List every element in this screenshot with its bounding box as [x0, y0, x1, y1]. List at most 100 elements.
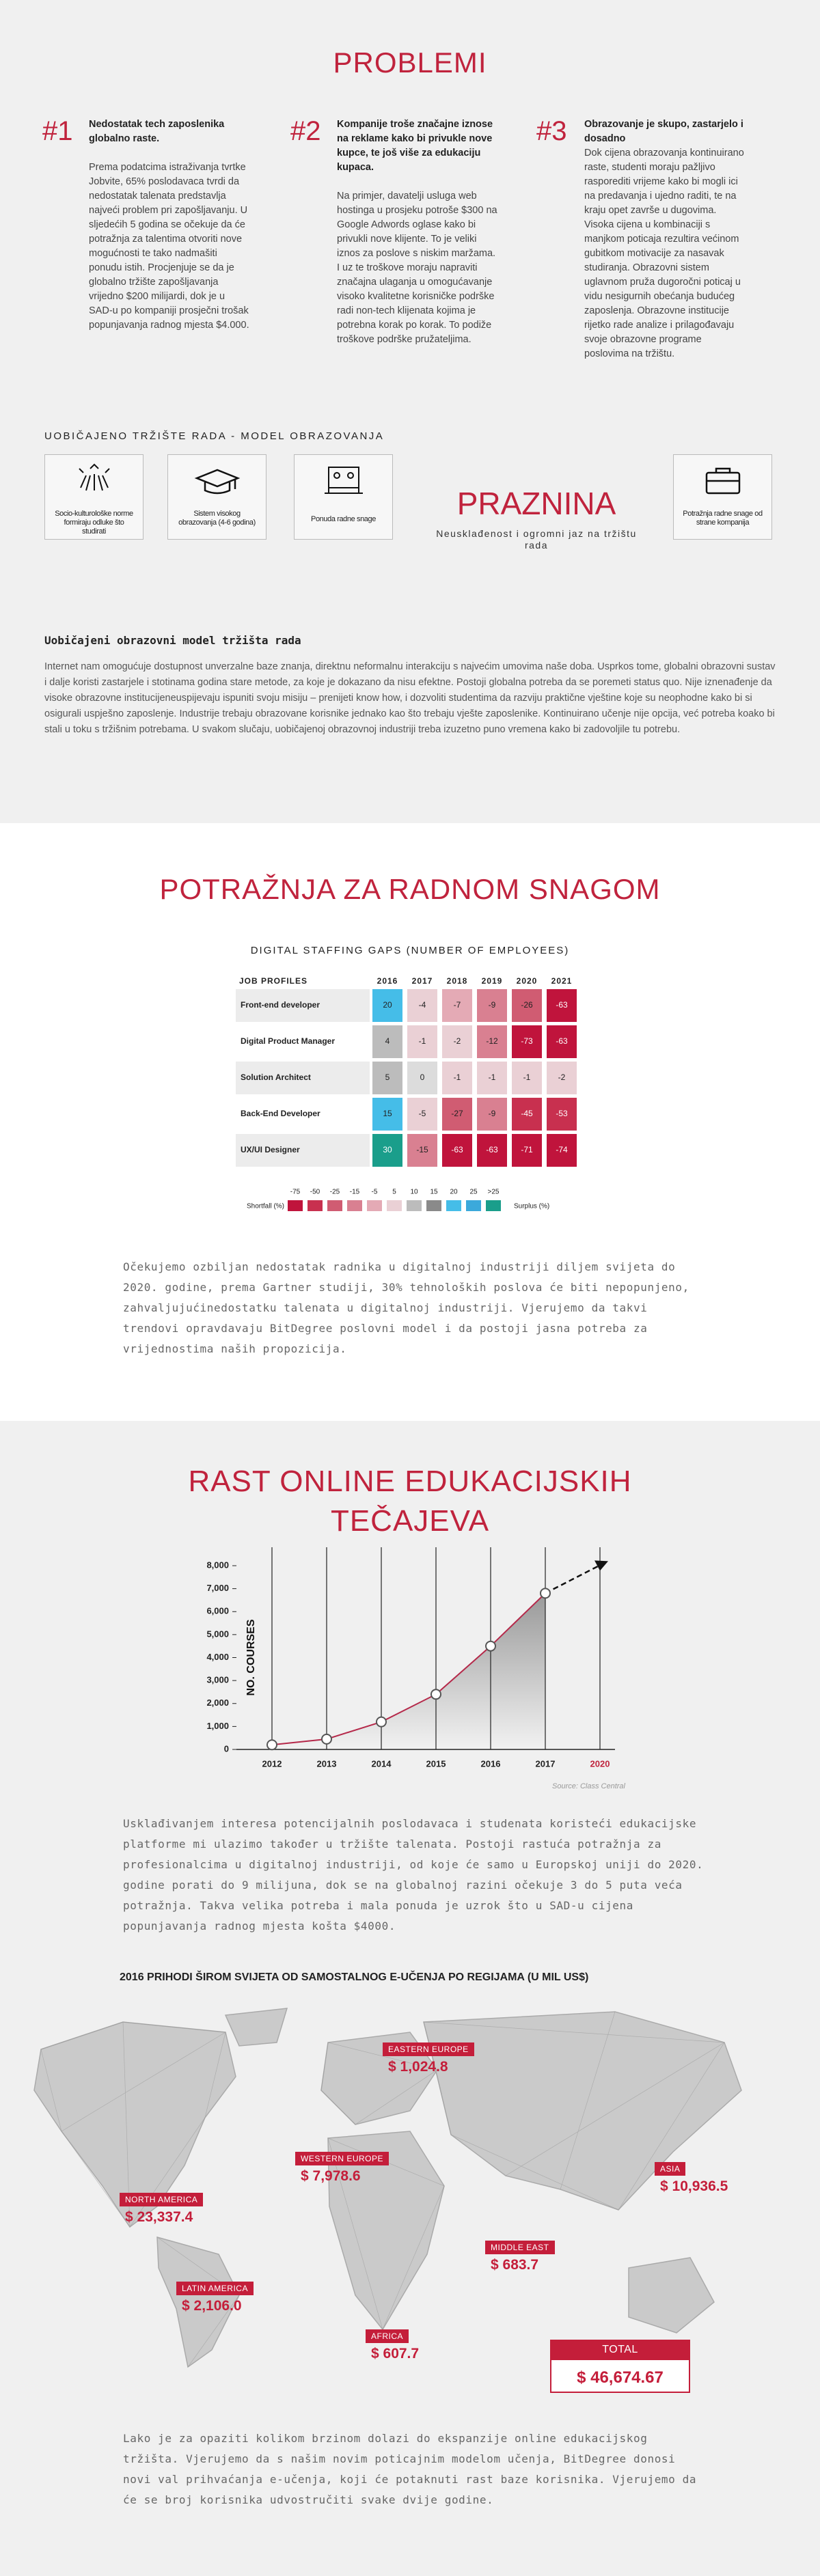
arrow-head — [594, 1560, 608, 1571]
cell — [407, 1134, 437, 1167]
x-tick-label: 2014 — [372, 1758, 392, 1769]
column-header: 2016 — [377, 976, 398, 986]
y-tick-label: 2,000 — [206, 1698, 229, 1708]
cell-value: 15 — [383, 1109, 392, 1118]
section-title: RAST ONLINE EDUKACIJSKIH TEČAJEVA — [188, 1465, 632, 1538]
point — [540, 1588, 551, 1599]
cell — [547, 1134, 577, 1167]
map-title: 2016 PRIHODI ŠIROM SVIJETA OD SAMOSTALNO… — [120, 1971, 589, 1983]
row-label: Back-End Developer — [241, 1109, 320, 1118]
card-text: Sistem visokog obrazovanja (4-6 godina) — [178, 510, 256, 527]
column-header: 2020 — [517, 976, 538, 986]
x-tick-label: 2012 — [262, 1758, 282, 1769]
cell — [372, 1098, 402, 1131]
paragraph: Internet nam omogućuje dostupnost unverz… — [44, 661, 776, 735]
cell-value: 5 — [385, 1072, 390, 1082]
cell — [407, 1062, 437, 1094]
legend-label: 5 — [392, 1189, 396, 1196]
region-name: MIDDLE EAST — [485, 2241, 555, 2254]
cell-value: -63 — [556, 1036, 568, 1046]
legend-swatch — [407, 1200, 422, 1211]
row-label-bg — [236, 1025, 370, 1058]
y-tick-label: 8,000 — [206, 1560, 229, 1570]
cell-value: -63 — [556, 1000, 568, 1010]
row-label: Solution Architect — [241, 1072, 311, 1082]
cell — [477, 989, 507, 1022]
card: Ponuda radne snage — [294, 454, 393, 540]
cell — [477, 1025, 507, 1058]
cell-value: -53 — [556, 1109, 568, 1118]
cell-value: -1 — [489, 1072, 496, 1082]
region-name: WESTERN EUROPE — [295, 2152, 390, 2165]
x-tick-label: 2013 — [317, 1758, 337, 1769]
problem-body: Prema podatcima istraživanja tvrtke Jobv… — [89, 162, 249, 331]
legend-label: -75 — [290, 1189, 301, 1196]
legend-swatch — [347, 1200, 362, 1211]
cell-value: -7 — [454, 1000, 461, 1010]
cell-value: -2 — [454, 1036, 461, 1046]
row-label-bg — [236, 1062, 370, 1094]
cell-value: -2 — [558, 1072, 566, 1082]
x-tick-label: 2020 — [590, 1758, 610, 1769]
x-tick-label: 2017 — [536, 1758, 556, 1769]
row-label-bg — [236, 1134, 370, 1167]
point — [321, 1733, 332, 1745]
table-title: DIGITAL STAFFING GAPS (NUMBER OF EMPLOYE… — [251, 945, 570, 956]
area — [272, 1593, 545, 1749]
cell-value: 30 — [383, 1145, 392, 1154]
x-tick-label: 2016 — [481, 1758, 501, 1769]
column-header: JOB PROFILES — [239, 976, 308, 986]
continent — [628, 2257, 715, 2333]
legend-swatch — [426, 1200, 441, 1211]
heatmap: DIGITAL STAFFING GAPS (NUMBER OF EMPLOYE… — [236, 945, 577, 1211]
cell-value: 20 — [383, 1000, 392, 1010]
problem-number: #2 — [290, 116, 321, 146]
cell-value: 0 — [420, 1072, 425, 1082]
legend-label: 25 — [469, 1189, 478, 1196]
continent — [224, 2008, 288, 2047]
icon — [194, 469, 241, 495]
problem-heading: Nedostatak tech zaposlenika globalno ras… — [89, 119, 225, 144]
point — [485, 1640, 496, 1652]
region-value: $ 23,337.4 — [125, 2209, 193, 2225]
region-value: $ 683.7 — [491, 2257, 539, 2273]
cell-value: -9 — [489, 1000, 496, 1010]
problem-body: Dok cijena obrazovanja kontinuirano rast… — [584, 148, 744, 359]
cell-value: -15 — [416, 1145, 428, 1154]
row-label: Digital Product Manager — [241, 1036, 335, 1046]
y-tick-label: 7,000 — [206, 1583, 229, 1593]
cell-value: -63 — [451, 1145, 463, 1154]
x-tick-label: 2015 — [426, 1758, 446, 1769]
cell — [372, 1025, 402, 1058]
cell — [512, 1062, 542, 1094]
cell — [442, 1025, 472, 1058]
total-box: TOTAL $ 46,674.67 — [550, 2340, 690, 2393]
legend-swatch — [308, 1200, 323, 1211]
line-chart: 0 1,000 2,000 3,000 4,000 5,000 6,000 7,000 8,00… — [206, 1547, 626, 1790]
problem-body: Na primjer, davatelji usluga web hosting… — [337, 191, 497, 345]
icon — [325, 467, 363, 494]
region-value: $ 7,978.6 — [301, 2168, 361, 2184]
legend-shortfall: Shortfall (%) — [247, 1203, 284, 1210]
legend-label: -5 — [372, 1189, 378, 1196]
section-label: UOBIČAJENO TRŽIŠTE RADA - MODEL OBRAZOVA… — [44, 430, 385, 442]
y-tick-label: 4,000 — [206, 1652, 229, 1662]
cell-value: -73 — [521, 1036, 533, 1046]
cell — [512, 1098, 542, 1131]
cell-value: 4 — [385, 1036, 390, 1046]
cell — [372, 989, 402, 1022]
subheading: Uobičajeni obrazovni model tržišta rada — [44, 634, 301, 647]
y-axis-label: NO. COURSES — [245, 1619, 257, 1695]
card-text: Socio-kulturološke norme formiraju odluk… — [55, 510, 133, 536]
region-value: $ 2,106.0 — [182, 2298, 242, 2314]
section-title: PROBLEMI — [333, 46, 487, 79]
point — [266, 1739, 277, 1751]
cell — [477, 1134, 507, 1167]
cell — [512, 1134, 542, 1167]
gap-subtitle: Neusklađenost i ogromni jaz na tržištu r… — [436, 528, 637, 551]
legend-label: 20 — [450, 1189, 458, 1196]
region-name: AFRICA — [366, 2329, 409, 2343]
cell-value: -27 — [451, 1109, 463, 1118]
paragraph: Usklađivanjem interesa potencijalnih pos… — [123, 1817, 704, 1933]
card: Socio-kulturološke norme formiraju odluk… — [44, 454, 144, 540]
